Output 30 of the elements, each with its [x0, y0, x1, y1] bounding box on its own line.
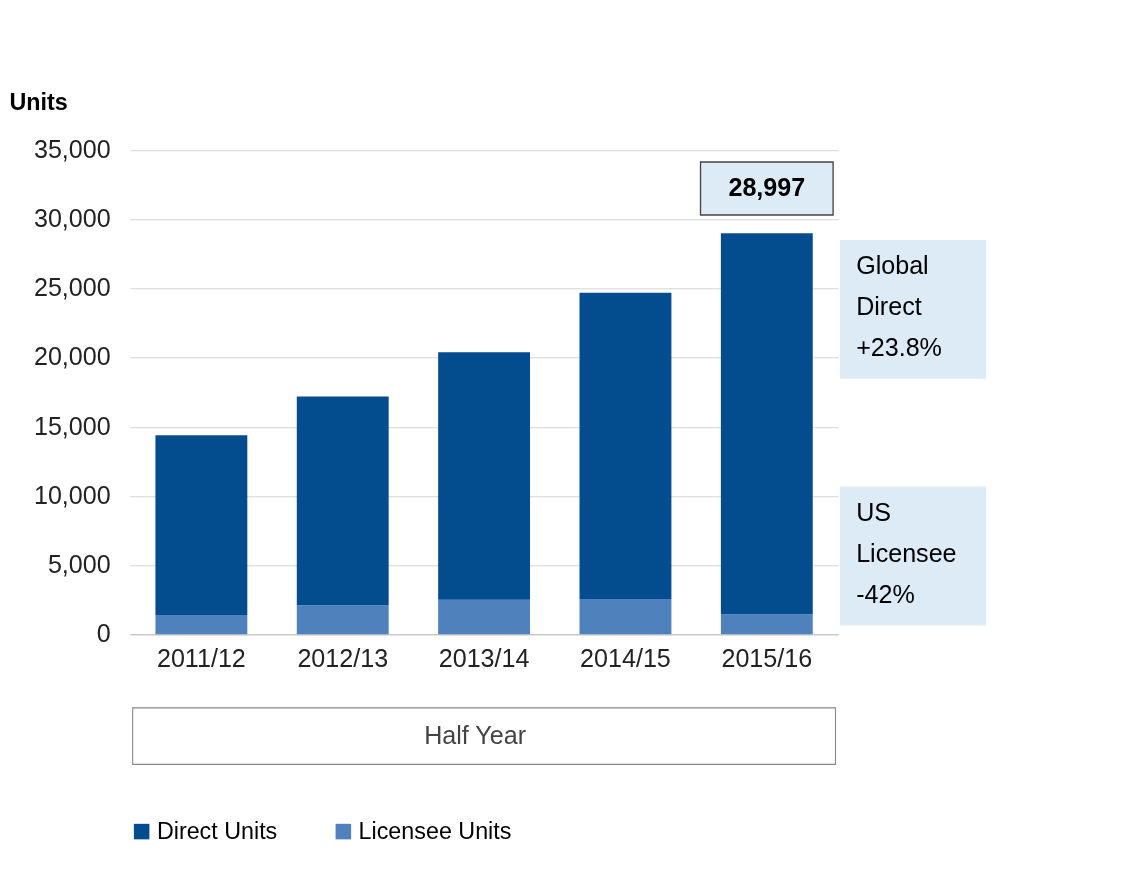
y-tick-label: 5,000: [47, 549, 111, 578]
x-tick-label: 2015/16: [721, 644, 813, 673]
y-tick-label: 10,000: [33, 480, 111, 509]
bar: [296, 396, 389, 606]
bar: [438, 352, 531, 600]
x-tick-label: 2011/12: [156, 644, 246, 673]
y-tick-label: 35,000: [33, 134, 111, 163]
x-tick-label: 2012/13: [297, 644, 389, 673]
y-tick-label: 15,000: [33, 411, 111, 440]
bar: [720, 233, 813, 615]
y-tick-label: 30,000: [33, 204, 111, 233]
text: Global Direct +23.8%: [856, 250, 942, 362]
bar: [579, 599, 672, 635]
text: US Licensee -42%: [856, 497, 957, 608]
bar: [296, 605, 389, 635]
y-tick-label: 20,000: [33, 342, 111, 371]
bar: [155, 435, 248, 615]
total-label: 28,997: [728, 172, 806, 201]
bar: [155, 615, 248, 635]
bar: [720, 614, 813, 635]
bar: [579, 292, 672, 600]
y-tick-label: 0: [96, 618, 111, 647]
bar: [438, 599, 531, 635]
x-tick-label: 2013/14: [438, 644, 530, 673]
legend-label: Direct Units: [156, 817, 278, 844]
y-tick-label: 25,000: [33, 273, 111, 302]
x-axis-title: Half Year: [424, 720, 527, 749]
y-axis-title: Units: [9, 89, 68, 116]
x-tick-label: 2014/15: [580, 644, 671, 673]
legend-label: Licensee Units: [358, 817, 512, 844]
